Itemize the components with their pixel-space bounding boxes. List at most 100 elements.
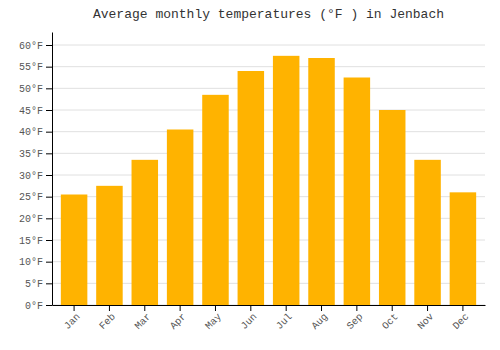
- x-tick: Nov: [416, 305, 437, 332]
- x-tick-mark: [286, 305, 287, 311]
- y-tick-label: 60°F: [19, 41, 43, 52]
- y-axis: 0°F 5°F 10°F 15°F 20°F 25°F 30°F 35°F 40°F 45°F 50…: [19, 33, 53, 312]
- title: Average monthly temperatures (°F ) in Je…: [93, 7, 444, 22]
- bars: [61, 56, 476, 305]
- x-axis-line: [53, 305, 486, 306]
- y-tick-mark: [46, 110, 52, 111]
- y-tick-mark: [46, 283, 52, 284]
- y-tick-label: 0°F: [25, 301, 43, 312]
- x-tick-mark: [356, 305, 357, 311]
- x-tick-label: Mar: [133, 311, 154, 332]
- y-tick-label: 50°F: [19, 84, 43, 95]
- x-tick: Apr: [168, 305, 189, 332]
- bar: [414, 160, 441, 305]
- y-tick-label: 35°F: [19, 149, 43, 160]
- chart-container: 0°F 5°F 10°F 15°F 20°F 25°F 30°F 35°F 40°F 45°F 50…: [0, 0, 500, 350]
- grid-line: [52, 88, 485, 89]
- y-tick-label: 30°F: [19, 171, 43, 182]
- grid-line: [52, 131, 485, 132]
- x-tick-mark: [392, 305, 393, 311]
- x-tick-label: Jul: [274, 311, 295, 332]
- bar: [273, 56, 300, 305]
- x-tick-mark: [144, 305, 145, 311]
- y-tick-mark: [46, 197, 52, 198]
- y-tick-mark: [46, 262, 52, 263]
- y-tick-mark: [46, 45, 52, 46]
- y-tick-label: 10°F: [19, 257, 43, 268]
- y-tick: 15°F: [19, 236, 52, 247]
- x-tick-mark: [462, 305, 463, 311]
- x-tick-mark: [180, 305, 181, 311]
- y-tick: 60°F: [19, 41, 52, 52]
- x-tick: May: [203, 305, 224, 332]
- y-tick: 45°F: [19, 106, 52, 117]
- y-tick-mark: [46, 240, 52, 241]
- x-tick-label: Jan: [62, 311, 83, 332]
- grid-line: [52, 66, 485, 67]
- x-tick-label: Jun: [239, 311, 260, 332]
- y-tick: 50°F: [19, 84, 52, 95]
- bar: [308, 58, 335, 305]
- y-tick-mark: [46, 305, 52, 306]
- y-tick: 20°F: [19, 214, 52, 225]
- x-tick: Jan: [62, 305, 83, 332]
- y-axis-line: [52, 33, 53, 306]
- y-tick-label: 20°F: [19, 214, 43, 225]
- y-tick-label: 45°F: [19, 106, 43, 117]
- y-tick-label: 5°F: [25, 279, 43, 290]
- x-tick: Aug: [309, 305, 330, 332]
- y-tick-mark: [46, 175, 52, 176]
- grid-line: [52, 110, 485, 111]
- bar: [450, 192, 477, 305]
- x-tick-mark: [321, 305, 322, 311]
- y-tick-mark: [46, 218, 52, 219]
- y-tick-label: 15°F: [19, 236, 43, 247]
- x-tick-mark: [109, 305, 110, 311]
- chart-svg: 0°F 5°F 10°F 15°F 20°F 25°F 30°F 35°F 40°F 45°F 50…: [0, 0, 500, 350]
- y-tick: 35°F: [19, 149, 52, 160]
- bar: [132, 160, 159, 305]
- x-tick-mark: [427, 305, 428, 311]
- x-tick-mark: [250, 305, 251, 311]
- y-tick: 40°F: [19, 127, 52, 138]
- y-tick-label: 40°F: [19, 127, 43, 138]
- bar: [61, 195, 88, 306]
- x-tick-label: Apr: [168, 311, 189, 332]
- y-tick-label: 55°F: [19, 62, 43, 73]
- x-tick-label: Oct: [380, 311, 401, 332]
- x-tick: Jul: [274, 305, 295, 332]
- x-tick-mark: [215, 305, 216, 311]
- bar: [202, 95, 229, 305]
- x-tick-mark: [74, 305, 75, 311]
- x-tick: Oct: [380, 305, 401, 332]
- x-tick-label: Dec: [451, 311, 472, 332]
- x-tick: Dec: [451, 305, 472, 332]
- y-tick-mark: [46, 132, 52, 133]
- y-tick-label: 25°F: [19, 192, 43, 203]
- x-tick: Feb: [97, 305, 118, 332]
- bar: [344, 78, 371, 306]
- grid-line: [52, 45, 485, 46]
- x-tick-label: May: [203, 311, 224, 332]
- bar: [96, 186, 123, 305]
- y-tick: 25°F: [19, 192, 52, 203]
- x-tick: Jun: [239, 305, 260, 332]
- bar: [238, 71, 265, 305]
- x-tick-label: Aug: [309, 311, 330, 332]
- y-tick-mark: [46, 153, 52, 154]
- x-tick: Mar: [133, 305, 154, 332]
- y-tick: 0°F: [25, 301, 52, 312]
- x-tick: Sep: [345, 305, 366, 332]
- y-tick: 10°F: [19, 257, 52, 268]
- bar: [167, 130, 194, 306]
- x-axis: Jan Feb Mar Apr May Jun Jul Aug Sep Oct Nov Dec: [53, 305, 486, 332]
- x-tick-label: Sep: [345, 311, 366, 332]
- y-tick: 55°F: [19, 62, 52, 73]
- bar: [379, 110, 406, 305]
- y-tick: 30°F: [19, 171, 52, 182]
- x-tick-label: Nov: [416, 311, 437, 332]
- grid-line: [52, 153, 485, 154]
- y-tick: 5°F: [25, 279, 52, 290]
- y-tick-mark: [46, 67, 52, 68]
- x-tick-label: Feb: [97, 311, 118, 332]
